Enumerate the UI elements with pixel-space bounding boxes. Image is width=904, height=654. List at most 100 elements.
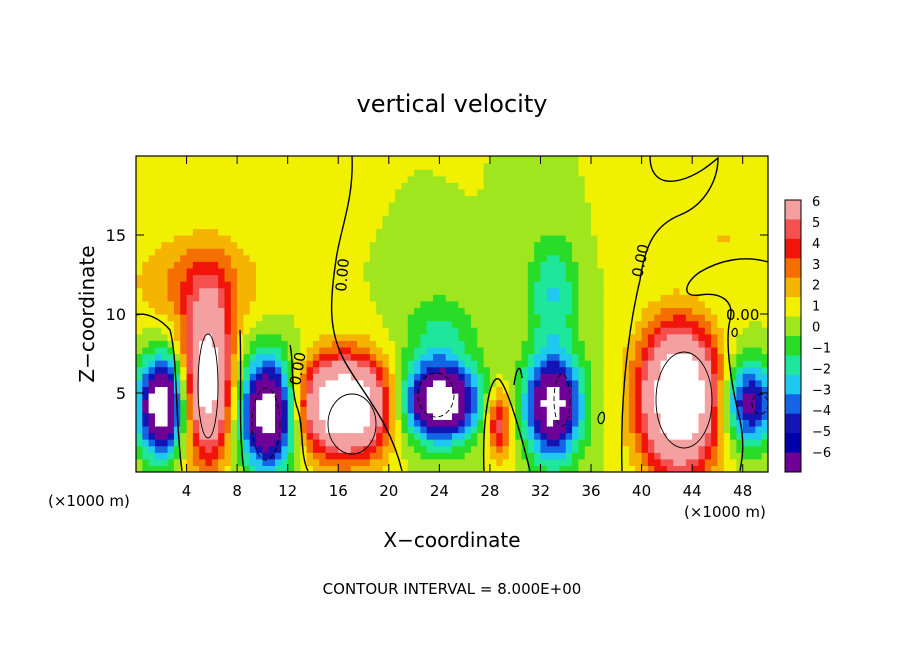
heatmap-cell: [616, 188, 624, 197]
heatmap-cell: [527, 162, 535, 170]
heatmap-cell: [199, 169, 207, 177]
heatmap-cell: [660, 287, 668, 295]
heatmap-cell: [660, 353, 668, 361]
heatmap-cell: [161, 386, 169, 394]
heatmap-cell: [420, 360, 428, 368]
heatmap-cell: [565, 241, 573, 249]
heatmap-cell: [597, 386, 605, 394]
heatmap-cell: [755, 314, 763, 322]
heatmap-cell: [508, 327, 516, 335]
heatmap-cell: [249, 300, 257, 309]
heatmap-cell: [508, 333, 516, 341]
heatmap-cell: [382, 386, 390, 394]
heatmap-cell: [711, 241, 719, 249]
heatmap-cell: [281, 465, 289, 472]
heatmap-cell: [610, 221, 617, 230]
heatmap-cell: [344, 393, 352, 401]
heatmap-cell: [572, 254, 579, 262]
heatmap-cell: [369, 267, 377, 276]
heatmap-cell: [433, 386, 440, 394]
heatmap-cell: [205, 248, 213, 256]
heatmap-cell: [654, 366, 662, 374]
heatmap-cell: [622, 241, 630, 249]
heatmap-cell: [401, 156, 409, 164]
heatmap-cell: [211, 432, 219, 440]
heatmap-cell: [420, 287, 428, 295]
heatmap-cell: [673, 314, 681, 322]
heatmap-cell: [483, 202, 491, 210]
heatmap-cell: [502, 156, 510, 164]
heatmap-cell: [534, 175, 542, 183]
heatmap-cell: [483, 156, 491, 164]
heatmap-cell: [502, 228, 510, 236]
heatmap-cell: [230, 432, 238, 440]
heatmap-cell: [357, 281, 365, 289]
heatmap-cell: [439, 248, 447, 256]
heatmap-cell: [388, 393, 396, 401]
heatmap-cell: [426, 241, 434, 249]
heatmap-cell: [553, 360, 561, 368]
heatmap-cell: [376, 327, 384, 335]
heatmap-cell: [420, 162, 428, 170]
heatmap-cell: [622, 156, 630, 164]
heatmap-cell: [597, 425, 605, 434]
heatmap-cell: [433, 188, 440, 197]
heatmap-cell: [369, 458, 377, 467]
heatmap-cell: [508, 425, 516, 434]
heatmap-cell: [591, 425, 598, 434]
heatmap-cell: [521, 182, 529, 190]
heatmap-cell: [717, 294, 725, 302]
heatmap-cell: [445, 366, 453, 374]
heatmap-cell: [470, 294, 478, 302]
heatmap-cell: [414, 281, 421, 289]
heatmap-cell: [578, 386, 586, 394]
heatmap-cell: [218, 300, 226, 309]
heatmap-cell: [597, 287, 605, 295]
heatmap-cell: [237, 267, 245, 276]
heatmap-cell: [211, 169, 219, 177]
heatmap-cell: [192, 215, 200, 223]
heatmap-cell: [167, 261, 175, 269]
heatmap-cell: [565, 399, 573, 407]
heatmap-cell: [685, 248, 693, 256]
heatmap-cell: [300, 399, 308, 407]
heatmap-cell: [173, 458, 181, 467]
heatmap-cell: [401, 327, 409, 335]
heatmap-cell: [376, 360, 384, 368]
heatmap-cell: [610, 353, 617, 361]
heatmap-cell: [218, 169, 226, 177]
heatmap-cell: [628, 419, 636, 427]
heatmap-cell: [597, 169, 605, 177]
heatmap-cell: [350, 156, 358, 164]
heatmap-cell: [540, 353, 548, 361]
heatmap-cell: [730, 458, 737, 467]
heatmap-cell: [300, 221, 308, 230]
heatmap-cell: [331, 175, 339, 183]
heatmap-cell: [477, 458, 485, 467]
heatmap-cell: [211, 333, 219, 341]
heatmap-cell: [142, 439, 150, 447]
heatmap-cell: [458, 425, 466, 434]
heatmap-cell: [294, 379, 301, 388]
heatmap-cell: [534, 208, 542, 216]
heatmap-cell: [230, 241, 238, 249]
heatmap-cell: [616, 221, 624, 230]
heatmap-cell: [458, 162, 466, 170]
heatmap-cell: [186, 399, 194, 407]
heatmap-cell: [167, 267, 175, 276]
heatmap-cell: [414, 393, 421, 401]
heatmap-cell: [388, 327, 396, 335]
heatmap-cell: [325, 274, 333, 282]
heatmap-cell: [325, 393, 333, 401]
heatmap-cell: [439, 425, 447, 434]
heatmap-cell: [445, 241, 453, 249]
heatmap-cell: [723, 412, 731, 420]
heatmap-cell: [237, 274, 245, 282]
heatmap-cell: [249, 182, 257, 190]
heatmap-cell: [673, 169, 681, 177]
heatmap-cell: [433, 221, 440, 230]
heatmap-cell: [395, 188, 403, 197]
heatmap-cell: [496, 379, 504, 388]
heatmap-cell: [281, 261, 289, 269]
heatmap-cell: [186, 188, 194, 197]
